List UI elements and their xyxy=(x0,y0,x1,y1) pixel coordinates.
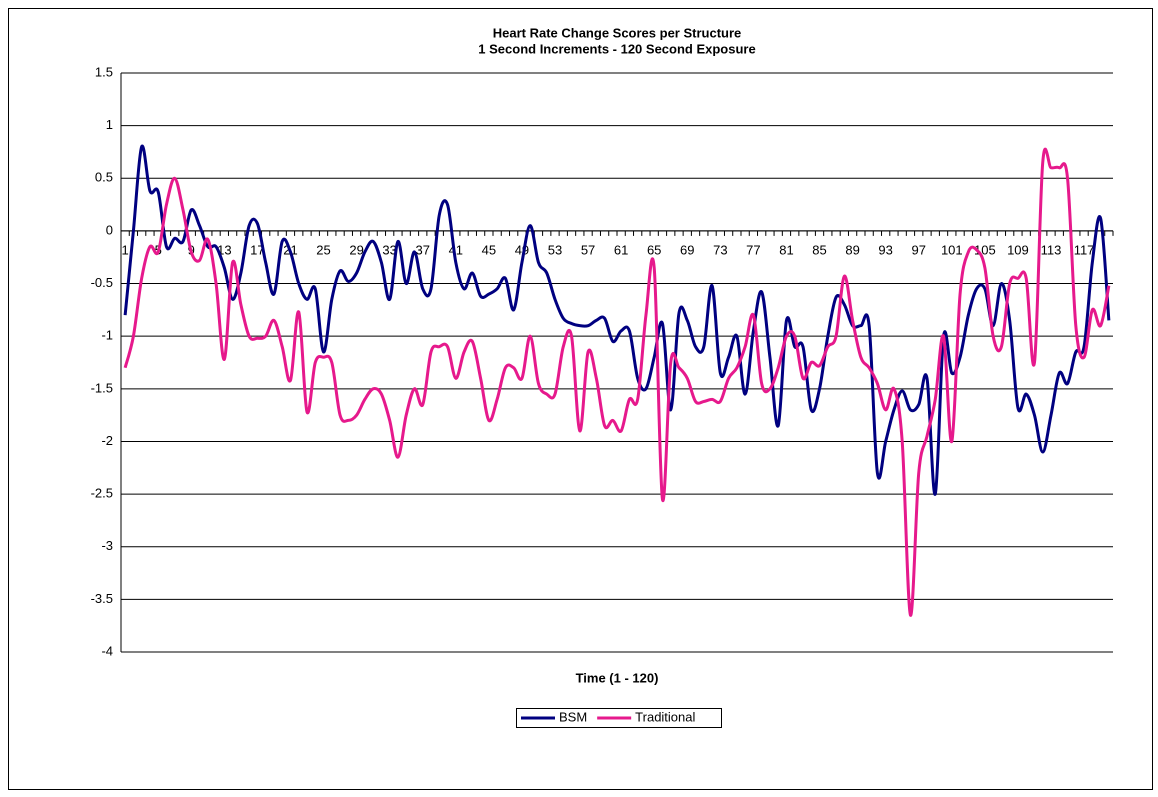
y-tick-label: -4 xyxy=(101,643,113,658)
series-line xyxy=(123,144,1111,496)
y-tick-label: -1.5 xyxy=(91,380,113,395)
x-tick-label: 85 xyxy=(812,242,826,257)
x-tick-label: 77 xyxy=(746,242,760,257)
x-tick-label: 69 xyxy=(680,242,694,257)
x-tick-label: 45 xyxy=(482,242,496,257)
x-tick-label: 29 xyxy=(349,242,363,257)
x-tick-label: 73 xyxy=(713,242,727,257)
legend: BSM Traditional xyxy=(516,708,722,728)
y-tick-label: 0 xyxy=(106,222,113,237)
x-tick-label: 25 xyxy=(316,242,330,257)
legend-label: BSM xyxy=(559,709,587,724)
x-tick-label: 37 xyxy=(415,242,429,257)
x-tick-label: 1 xyxy=(122,242,129,257)
x-tick-label: 33 xyxy=(382,242,396,257)
series-line xyxy=(123,147,1111,617)
legend-label: Traditional xyxy=(635,709,695,724)
y-tick-label: -2 xyxy=(101,433,113,448)
y-tick-label: -0.5 xyxy=(91,275,113,290)
x-tick-label: 117 xyxy=(1074,242,1095,257)
x-tick-label: 89 xyxy=(845,242,859,257)
x-tick-label: 109 xyxy=(1007,242,1029,257)
x-tick-label: 93 xyxy=(878,242,892,257)
y-tick-label: 1.5 xyxy=(95,64,113,79)
chart-subtitle: 1 Second Increments - 120 Second Exposur… xyxy=(478,41,755,56)
x-tick-label: 61 xyxy=(614,242,628,257)
x-axis-label: Time (1 - 120) xyxy=(576,670,659,685)
chart-border xyxy=(8,8,1153,790)
x-tick-label: 53 xyxy=(548,242,562,257)
x-tick-label: 97 xyxy=(911,242,925,257)
x-tick-label: 81 xyxy=(779,242,793,257)
x-tick-label: 57 xyxy=(581,242,595,257)
x-tick-label: 101 xyxy=(941,242,963,257)
x-tick-label: 113 xyxy=(1041,242,1062,257)
x-tick-label: 65 xyxy=(647,242,661,257)
y-tick-label: 0.5 xyxy=(95,170,113,185)
y-tick-label: -3.5 xyxy=(91,591,113,606)
chart-title: Heart Rate Change Scores per Structure xyxy=(493,25,742,40)
y-tick-label: -3 xyxy=(101,538,113,553)
y-tick-label: 1 xyxy=(106,117,113,132)
y-tick-label: -1 xyxy=(101,328,113,343)
y-tick-label: -2.5 xyxy=(91,486,113,501)
